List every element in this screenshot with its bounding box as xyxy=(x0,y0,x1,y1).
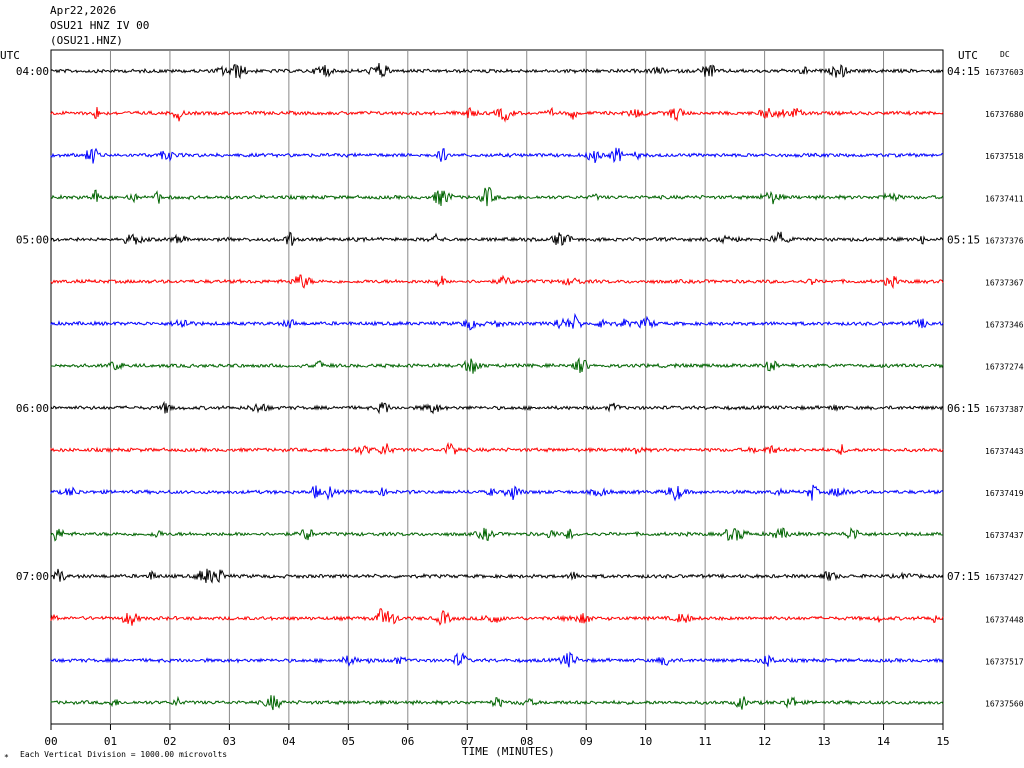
right-time-label: 05:15 xyxy=(947,233,980,246)
dc-value-label: 16737411 xyxy=(985,194,1024,203)
x-tick-label: 13 xyxy=(817,735,830,748)
trace-line xyxy=(50,484,944,502)
right-time-label: 06:15 xyxy=(947,402,980,415)
trace-line xyxy=(50,63,944,80)
channel-label: (OSU21.HNZ) xyxy=(50,34,123,47)
trace-line xyxy=(50,400,944,415)
x-tick-label: 06 xyxy=(401,735,414,748)
dc-value-label: 16737518 xyxy=(985,152,1024,161)
x-tick-label: 15 xyxy=(936,735,949,748)
x-tick-label: 00 xyxy=(44,735,57,748)
left-time-label: 05:00 xyxy=(16,233,49,246)
x-tick-label: 08 xyxy=(520,735,533,748)
dc-label: DC xyxy=(1000,50,1010,59)
x-axis-title: TIME (MINUTES) xyxy=(462,745,555,758)
dc-value-label: 16737274 xyxy=(985,363,1024,372)
trace-line xyxy=(50,147,944,164)
dc-value-label: 16737376 xyxy=(985,236,1024,245)
trace-line xyxy=(50,607,944,626)
x-tick-label: 14 xyxy=(877,735,891,748)
dc-value-label: 16737603 xyxy=(985,68,1024,77)
trace-line xyxy=(50,106,944,123)
plot-frame xyxy=(50,49,944,725)
x-tick-label: 11 xyxy=(699,735,712,748)
scale-note: Each Vertical Division = 1000.00 microvo… xyxy=(20,750,228,759)
dc-value-label: 16737448 xyxy=(985,615,1024,624)
x-tick-label: 01 xyxy=(104,735,117,748)
trace-line xyxy=(50,231,944,246)
dc-value-label: 16737560 xyxy=(985,700,1024,709)
x-tick-label: 10 xyxy=(639,735,652,748)
trace-line xyxy=(50,568,944,584)
x-tick-label: 07 xyxy=(461,735,474,748)
dc-value-label: 16737680 xyxy=(985,110,1024,119)
corner-mark: * xyxy=(4,753,9,762)
right-utc-label: UTC xyxy=(958,49,978,62)
right-time-label: 04:15 xyxy=(947,65,980,78)
x-tick-label: 02 xyxy=(163,735,176,748)
dc-value-label: 16737387 xyxy=(985,405,1024,414)
trace-line xyxy=(50,695,944,711)
x-tick-label: 05 xyxy=(342,735,355,748)
x-axis: 00 01 02 03 04 05 06 07 08 09 10 11 12 13 14 15 xyxy=(44,724,950,748)
dc-value-label: 16737437 xyxy=(985,531,1024,540)
dc-value-label: 16737427 xyxy=(985,573,1024,582)
station-label: OSU21 HNZ IV 00 xyxy=(50,19,150,32)
trace-line xyxy=(50,527,944,542)
trace-line xyxy=(50,312,944,331)
left-time-label: 04:00 xyxy=(16,65,49,78)
dc-value-label: 16737346 xyxy=(985,321,1024,330)
date-label: Apr22,2026 xyxy=(50,4,117,17)
trace-line xyxy=(50,442,944,456)
dc-value-label: 16737419 xyxy=(985,489,1024,498)
row-labels: 04:00 04:15 16737603 16737680 16737518 167374… xyxy=(16,65,1024,709)
x-tick-label: 12 xyxy=(758,735,771,748)
chart-grid xyxy=(50,49,944,725)
trace-line xyxy=(50,274,944,290)
dc-value-label: 16737367 xyxy=(985,279,1024,288)
trace-line xyxy=(50,651,944,668)
left-time-label: 06:00 xyxy=(16,402,49,415)
left-utc-label: UTC xyxy=(0,49,20,62)
left-time-label: 07:00 xyxy=(16,570,49,583)
right-time-label: 07:15 xyxy=(947,570,980,583)
trace-group xyxy=(50,63,944,711)
x-tick-label: 04 xyxy=(282,735,296,748)
dc-value-label: 16737517 xyxy=(985,657,1024,666)
x-tick-label: 03 xyxy=(223,735,236,748)
dc-value-label: 16737443 xyxy=(985,447,1024,456)
trace-line xyxy=(50,357,944,374)
trace-line xyxy=(50,186,944,207)
x-tick-label: 09 xyxy=(580,735,593,748)
